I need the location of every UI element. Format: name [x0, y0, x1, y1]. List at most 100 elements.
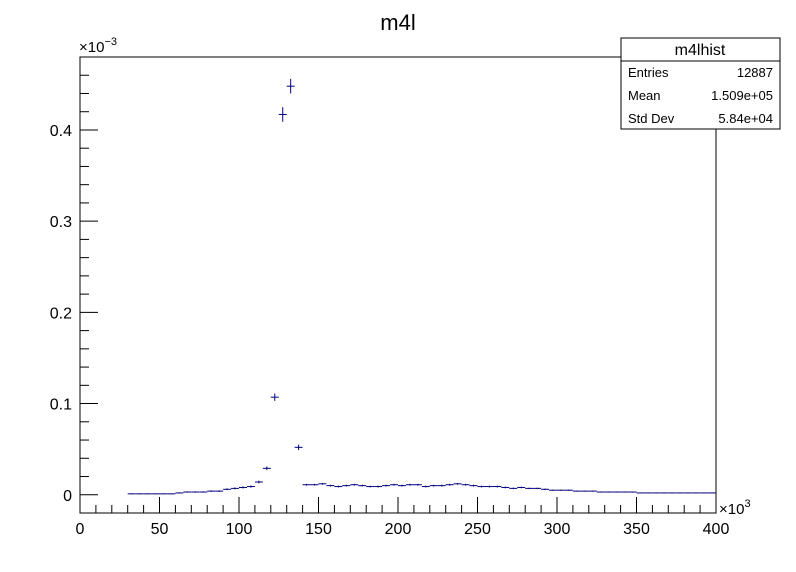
data-point [533, 487, 542, 490]
data-point [700, 492, 709, 494]
data-point [453, 482, 462, 485]
stats-box-title: m4lhist [675, 42, 726, 59]
data-point [493, 485, 502, 488]
y-multiplier-base: ×10 [79, 39, 104, 56]
data-point [127, 493, 136, 495]
data-point [183, 491, 192, 493]
data-point [437, 484, 446, 487]
data-point [262, 466, 271, 471]
data-point [652, 492, 661, 494]
x-tick-label: 100 [226, 521, 253, 538]
data-point [294, 444, 303, 451]
data-point [286, 78, 295, 94]
data-point [564, 489, 573, 491]
x-tick-label: 150 [305, 521, 332, 538]
data-point [215, 490, 224, 492]
data-point [596, 491, 605, 493]
data-point [628, 491, 637, 493]
data-point [135, 493, 144, 495]
data-point [421, 485, 430, 488]
data-point [151, 493, 160, 495]
data-point [668, 492, 677, 494]
data-point [350, 483, 359, 486]
x-multiplier-exponent: 3 [744, 498, 750, 510]
data-point [191, 491, 200, 493]
data-point [342, 484, 351, 487]
x-multiplier-base: ×10 [719, 501, 744, 518]
data-point [620, 491, 629, 493]
data-point [302, 483, 311, 486]
y-multiplier-exponent: −3 [104, 36, 117, 48]
data-point [239, 486, 247, 489]
stats-mean-value: 1.509e+05 [711, 88, 773, 103]
chart-title: m4l [380, 10, 415, 35]
data-point [676, 492, 685, 494]
data-point [692, 492, 701, 494]
data-point [541, 488, 550, 491]
data-point [572, 490, 581, 492]
x-tick-label: 50 [151, 521, 169, 538]
data-point [612, 491, 621, 493]
data-point [509, 487, 518, 490]
x-tick-label: 0 [76, 521, 85, 538]
data-point [684, 492, 693, 494]
x-tick-label: 300 [544, 521, 571, 538]
data-point [604, 491, 613, 493]
data-point [207, 490, 216, 492]
data-point [223, 488, 232, 491]
data-point [390, 483, 398, 486]
data-point [382, 484, 391, 487]
data-point [270, 393, 279, 401]
data-point [358, 484, 367, 487]
stats-stddev-value: 5.84e+04 [718, 111, 773, 126]
data-point [549, 489, 557, 491]
stats-box: m4lhist Entries 12887 Mean 1.509e+05 Std… [620, 37, 781, 130]
data-point [429, 484, 438, 487]
data-point [557, 489, 565, 491]
data-point [517, 486, 526, 489]
y-tick-label: 0 [63, 488, 72, 505]
data-point [334, 485, 343, 488]
data-point [477, 485, 486, 488]
data-point [278, 107, 287, 122]
y-tick-label: 0.2 [50, 305, 72, 322]
stats-entries-label: Entries [628, 65, 669, 80]
data-point [445, 483, 454, 486]
data-point [366, 485, 375, 488]
stats-entries-value: 12887 [737, 65, 773, 80]
data-point [525, 487, 534, 490]
x-tick-label: 400 [703, 521, 730, 538]
data-point [246, 485, 255, 488]
data-point [398, 484, 406, 487]
x-axis: 0 50 100 150 200 250 300 350 400 [76, 497, 730, 538]
data-point [326, 484, 335, 487]
data-point [167, 493, 176, 495]
data-point [199, 491, 208, 493]
data-point [413, 483, 422, 486]
y-axis-multiplier: ×10−3 [79, 36, 117, 56]
data-point [501, 486, 510, 489]
data-point [175, 492, 184, 494]
data-point [660, 492, 669, 494]
data-point [310, 483, 319, 486]
data-point [461, 483, 470, 486]
x-tick-label: 250 [464, 521, 491, 538]
data-point [644, 492, 653, 494]
data-point [159, 493, 168, 495]
x-tick-label: 350 [623, 521, 650, 538]
data-point [580, 490, 589, 492]
data-point [405, 483, 414, 486]
y-tick-label: 0.3 [50, 214, 72, 231]
data-point [254, 480, 263, 484]
data-point [318, 482, 327, 485]
data-point [374, 485, 383, 488]
data-points [127, 78, 716, 495]
data-point [231, 487, 239, 490]
data-point [469, 484, 478, 487]
y-axis: 0 0.1 0.2 0.3 0.4 [50, 56, 98, 514]
data-point [708, 492, 716, 494]
data-point [636, 492, 645, 494]
x-tick-label: 200 [385, 521, 412, 538]
data-point [588, 490, 597, 492]
